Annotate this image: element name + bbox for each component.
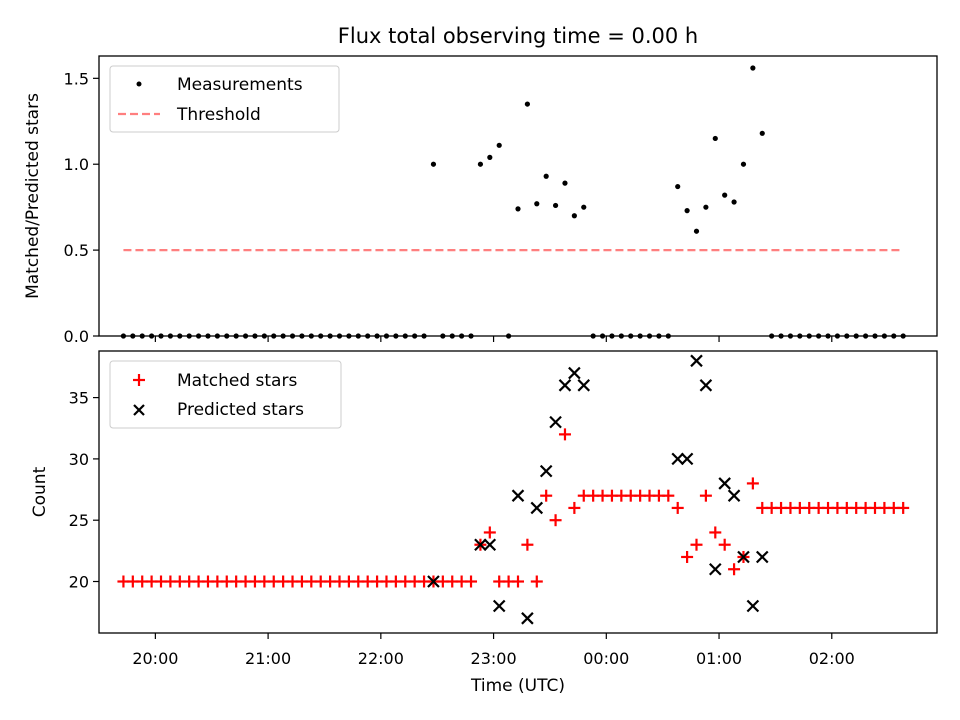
ratio-y-axis: 0.0 0.5 1.0 1.5 xyxy=(64,69,99,346)
measurements-legend-marker xyxy=(137,82,142,87)
predicted-stars-point xyxy=(682,453,693,464)
matched-stars-point xyxy=(897,502,909,514)
predicted-stars-point xyxy=(550,417,561,428)
predicted-stars-point xyxy=(522,613,533,624)
measurements-legend-label: Measurements xyxy=(177,75,303,95)
x-tick-label: 22:00 xyxy=(358,649,404,668)
x-tick-label: 21:00 xyxy=(245,649,291,668)
count-y-tick-label: 30 xyxy=(69,450,89,469)
predicted-stars-point xyxy=(531,502,542,513)
count-y-axis-label: Count xyxy=(30,466,50,517)
count-y-tick-label: 25 xyxy=(69,511,89,530)
measurements-point xyxy=(515,206,520,211)
measurements-point xyxy=(553,203,558,208)
matched-stars-point xyxy=(672,502,684,514)
count-y-axis: 20 25 30 35 xyxy=(69,389,99,592)
matched-stars-point xyxy=(747,477,759,489)
measurements-point xyxy=(703,205,708,210)
matched-stars-point xyxy=(540,490,552,502)
matched-stars-point xyxy=(484,526,496,538)
predicted-stars-point xyxy=(494,601,505,612)
measurements-point xyxy=(431,162,436,167)
ratio-y-tick-label: 0.0 xyxy=(64,327,89,346)
matched-stars-point xyxy=(568,502,580,514)
x-tick-label: 01:00 xyxy=(696,649,742,668)
measurements-point xyxy=(544,174,549,179)
measurements-point xyxy=(741,162,746,167)
predicted-stars-point xyxy=(569,368,580,379)
matched-stars-point xyxy=(728,563,740,575)
matched-stars-point xyxy=(719,539,731,551)
predicted-stars-point xyxy=(513,490,524,501)
measurements-point xyxy=(534,201,539,206)
matched-stars-point xyxy=(709,526,721,538)
x-tick-label: 23:00 xyxy=(471,649,517,668)
predicted-stars-point xyxy=(691,355,702,366)
matched-stars-point xyxy=(700,490,712,502)
count-legend: Matched stars Predicted stars xyxy=(110,361,341,428)
measurements-point xyxy=(581,205,586,210)
predicted-stars-point xyxy=(710,564,721,575)
measurements-point xyxy=(760,131,765,136)
count-panel: 20 25 30 35 20:00 21:00 22:00 23:00 00:00 01:00 0… xyxy=(30,351,937,696)
ratio-panel: 0.0 0.5 1.0 1.5 Matched/Predicted stars Mea… xyxy=(23,56,937,346)
count-y-tick-label: 20 xyxy=(69,573,89,592)
measurements-point xyxy=(572,213,577,218)
measurements-point xyxy=(731,199,736,204)
measurements-point xyxy=(487,155,492,160)
x-axis-label: Time (UTC) xyxy=(470,676,565,696)
predicted-stars-point xyxy=(559,380,570,391)
measurements-point xyxy=(675,184,680,189)
predicted-stars-point xyxy=(672,453,683,464)
ratio-y-tick-label: 1.5 xyxy=(64,69,89,88)
measurements-point xyxy=(562,181,567,186)
predicted-stars-point xyxy=(700,380,711,391)
ratio-legend: Measurements Threshold xyxy=(110,66,339,132)
count-x-axis: 20:00 21:00 22:00 23:00 00:00 01:00 02:00 xyxy=(132,633,855,668)
matched-stars-point xyxy=(512,576,524,588)
measurements-point xyxy=(685,208,690,213)
ratio-y-tick-label: 0.5 xyxy=(64,241,89,260)
matched-stars-point xyxy=(559,428,571,440)
measurements-point xyxy=(694,229,699,234)
matched-stars-point xyxy=(465,576,477,588)
ratio-y-tick-label: 1.0 xyxy=(64,155,89,174)
count-y-tick-label: 35 xyxy=(69,389,89,408)
predicted-stars-point xyxy=(719,478,730,489)
x-tick-label: 02:00 xyxy=(809,649,855,668)
measurements-point xyxy=(478,162,483,167)
matched-stars-point xyxy=(531,576,543,588)
measurements-point xyxy=(497,143,502,148)
matched-stars-point xyxy=(521,539,533,551)
chart-title: Flux total observing time = 0.00 h xyxy=(338,24,698,48)
measurements-point xyxy=(525,101,530,106)
threshold-legend-label: Threshold xyxy=(176,105,261,125)
predicted-stars-point xyxy=(729,490,740,501)
measurements-point xyxy=(750,65,755,70)
matched-stars-legend-label: Matched stars xyxy=(177,371,297,391)
figure: Flux total observing time = 0.00 h 0.00.… xyxy=(0,0,960,720)
predicted-stars-legend-label: Predicted stars xyxy=(177,400,304,420)
matched-stars-point xyxy=(550,514,562,526)
x-tick-label: 20:00 xyxy=(132,649,178,668)
predicted-stars-point xyxy=(541,466,552,477)
matched-stars-point xyxy=(681,551,693,563)
measurements-point xyxy=(713,136,718,141)
matched-stars-point xyxy=(662,490,674,502)
predicted-stars-point xyxy=(578,380,589,391)
matched-stars-point xyxy=(690,539,702,551)
predicted-stars-point xyxy=(747,601,758,612)
predicted-stars-point xyxy=(757,551,768,562)
measurements-point xyxy=(722,193,727,198)
x-tick-label: 00:00 xyxy=(583,649,629,668)
ratio-y-axis-label: Matched/Predicted stars xyxy=(23,93,43,299)
